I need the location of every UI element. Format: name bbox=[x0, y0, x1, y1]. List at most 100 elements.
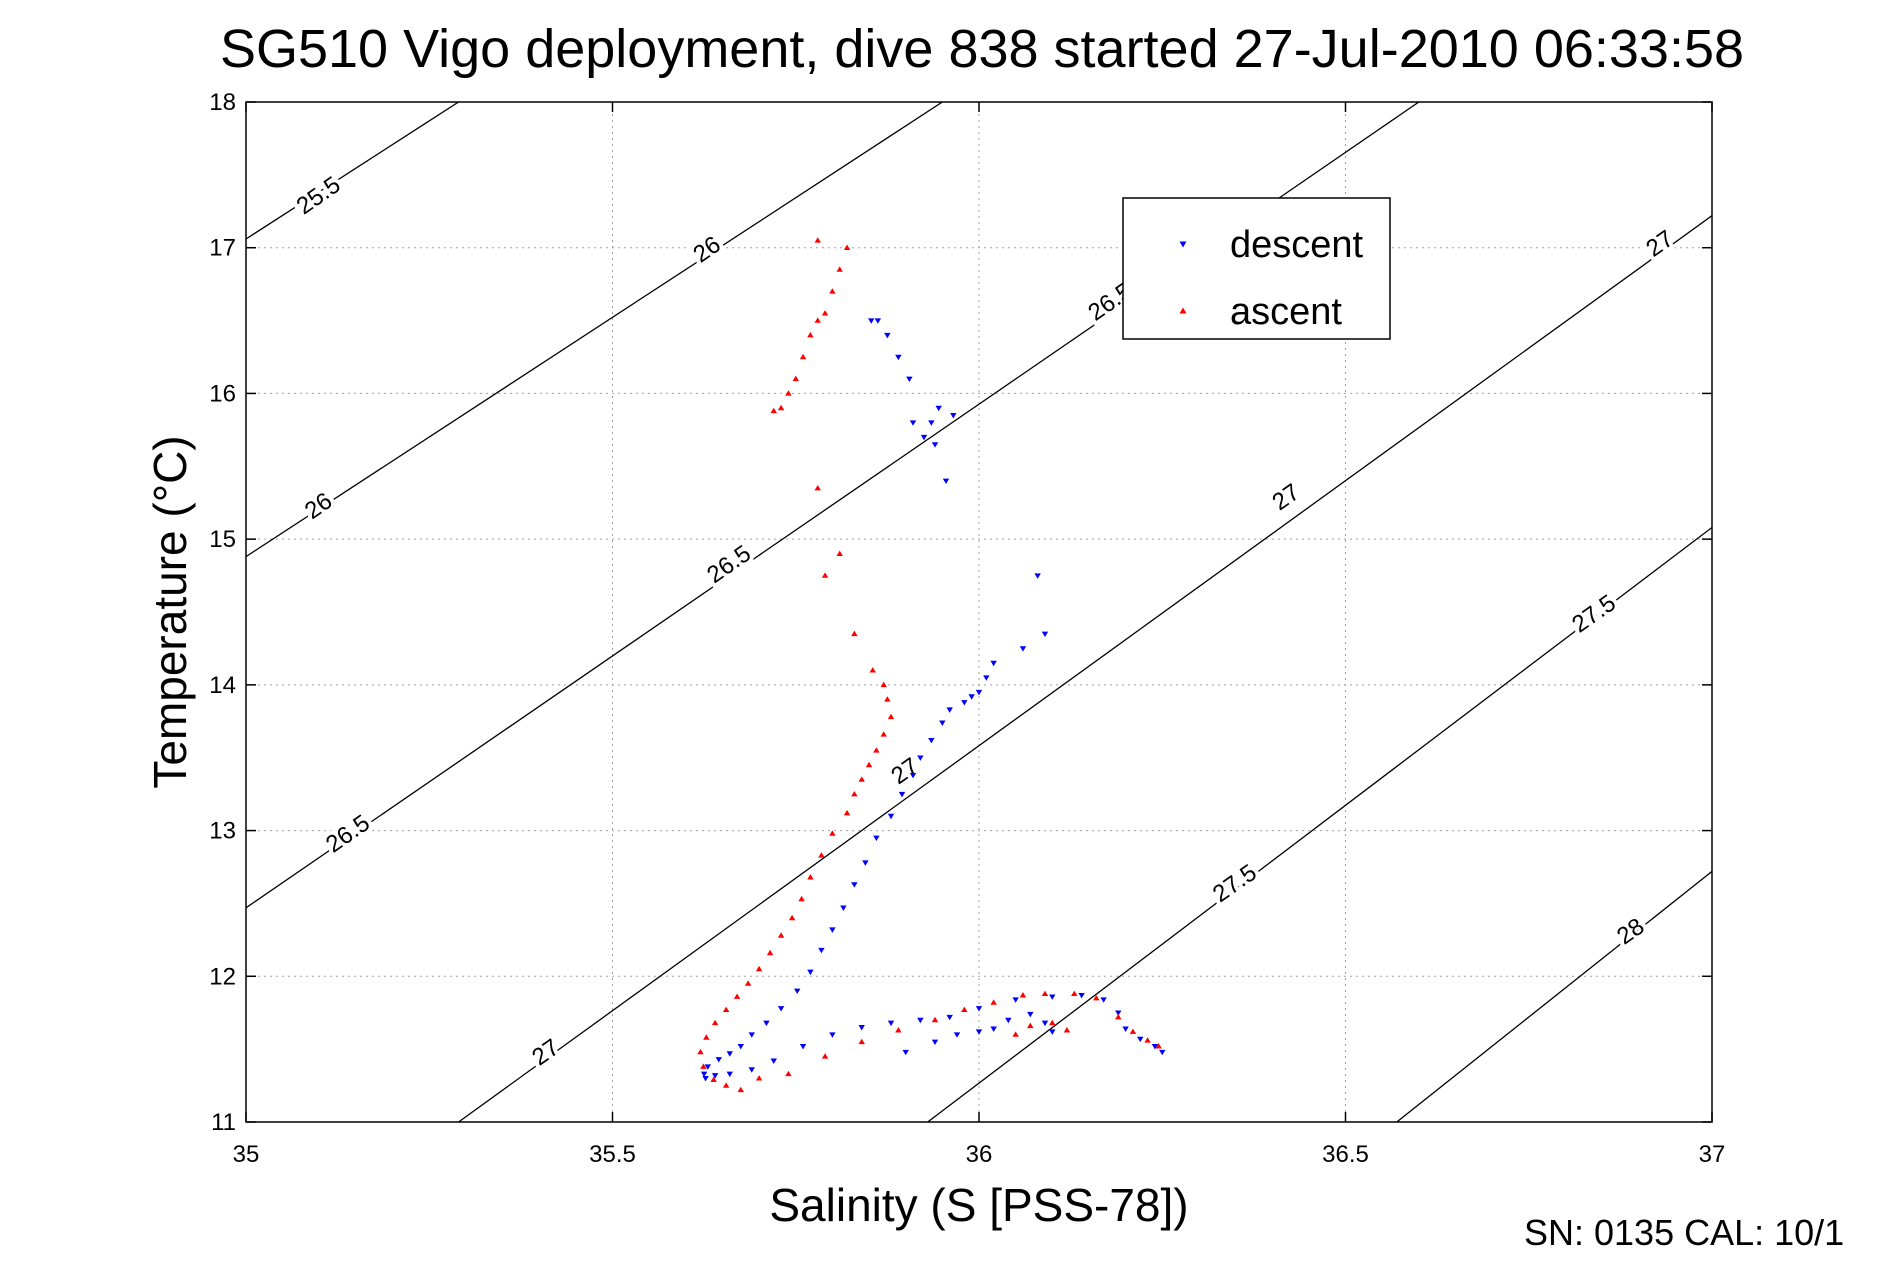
descent-point bbox=[898, 791, 906, 798]
ascent-point bbox=[829, 830, 836, 836]
ascent-point bbox=[1027, 1022, 1034, 1029]
ascent-point bbox=[711, 1019, 719, 1026]
ascent-point bbox=[798, 895, 805, 902]
ascent-point bbox=[755, 1075, 763, 1081]
ascent-point bbox=[821, 572, 829, 578]
descent-point bbox=[920, 434, 928, 441]
contour-line-27-5-4 bbox=[927, 526, 1712, 1122]
ascent-point bbox=[821, 310, 829, 316]
descent-point bbox=[704, 1064, 711, 1070]
descent-point bbox=[1049, 994, 1056, 1000]
descent-point bbox=[1012, 997, 1019, 1003]
ascent-point bbox=[737, 1086, 744, 1093]
x-tick-label-2: 36 bbox=[966, 1141, 993, 1168]
ascent-point bbox=[858, 776, 865, 782]
descent-point bbox=[975, 1029, 983, 1035]
descent-point bbox=[909, 420, 917, 426]
descent-point bbox=[990, 1026, 997, 1032]
descent-point bbox=[700, 1071, 708, 1078]
x-tick-label-0: 35 bbox=[233, 1141, 260, 1168]
ascent-point bbox=[799, 353, 807, 360]
ascent-point bbox=[880, 731, 887, 737]
descent-point bbox=[873, 835, 880, 842]
y-tick-label-7: 18 bbox=[209, 89, 236, 116]
axis-ticks: 35 35.5 36 36.5 37 11 12 13 14 15 16 17 18 bbox=[209, 89, 1725, 1168]
descent-point bbox=[737, 1043, 744, 1050]
ascent-point bbox=[744, 980, 752, 986]
ascent-point bbox=[785, 1070, 792, 1077]
descent-point bbox=[917, 755, 924, 761]
ascent-point bbox=[836, 266, 843, 272]
ascent-point bbox=[1012, 1031, 1019, 1037]
ascent-point bbox=[770, 407, 777, 414]
descent-point bbox=[715, 1057, 722, 1063]
ascent-point bbox=[1129, 1028, 1137, 1034]
y-tick-label-3: 14 bbox=[209, 672, 236, 699]
serial-calibration-note: SN: 0135 CAL: 10/1 bbox=[1524, 1212, 1845, 1253]
ascent-point bbox=[733, 993, 741, 999]
series-descent bbox=[700, 318, 1166, 1082]
ascent-point bbox=[1063, 1027, 1071, 1033]
descent-point bbox=[939, 720, 946, 726]
ascent-point bbox=[1144, 1037, 1151, 1043]
ascent-point bbox=[697, 1048, 704, 1055]
descent-point bbox=[895, 354, 902, 361]
descent-point bbox=[1078, 992, 1085, 999]
ascent-point bbox=[814, 317, 821, 323]
descent-point bbox=[1159, 1049, 1166, 1056]
y-tick-label-2: 13 bbox=[209, 818, 236, 845]
descent-point bbox=[748, 1067, 755, 1073]
ascent-point bbox=[777, 404, 785, 411]
ascent-point bbox=[807, 874, 814, 880]
y-tick-label-6: 17 bbox=[209, 235, 236, 262]
ascent-point bbox=[873, 747, 880, 753]
y-tick-label-1: 12 bbox=[209, 963, 236, 990]
ascent-point bbox=[869, 667, 876, 673]
ascent-point bbox=[851, 790, 858, 797]
ascent-point bbox=[766, 949, 774, 956]
descent-point bbox=[818, 947, 825, 954]
contour-line-27-3 bbox=[458, 215, 1712, 1122]
series-ascent bbox=[697, 237, 1162, 1093]
ascent-point bbox=[865, 761, 873, 768]
descent-point bbox=[851, 882, 858, 888]
descent-point bbox=[840, 905, 847, 911]
descent-point bbox=[906, 376, 913, 383]
descent-point bbox=[829, 927, 836, 933]
x-tick-label-4: 37 bbox=[1699, 1141, 1726, 1168]
ascent-point bbox=[931, 1016, 939, 1023]
descent-point bbox=[726, 1051, 733, 1057]
data-points bbox=[697, 237, 1166, 1093]
descent-point bbox=[794, 988, 801, 995]
descent-point bbox=[829, 1032, 836, 1038]
descent-point bbox=[928, 420, 935, 426]
descent-point bbox=[917, 1017, 924, 1024]
ascent-point bbox=[821, 1053, 829, 1059]
ascent-point bbox=[829, 288, 836, 294]
y-tick-label-0: 11 bbox=[211, 1109, 236, 1136]
ascent-point bbox=[710, 1076, 717, 1082]
descent-point bbox=[868, 318, 875, 324]
ascent-point bbox=[1093, 994, 1100, 1001]
ascent-point bbox=[887, 713, 895, 720]
contour-line-26-1 bbox=[246, 102, 943, 558]
descent-point bbox=[1041, 631, 1049, 638]
descent-point bbox=[858, 1025, 865, 1031]
ascent-point bbox=[722, 1006, 730, 1013]
descent-point bbox=[909, 772, 917, 779]
ascent-point bbox=[818, 852, 825, 858]
descent-point bbox=[1137, 1036, 1144, 1043]
ascent-point bbox=[777, 932, 785, 938]
ascent-point bbox=[788, 914, 796, 921]
descent-point bbox=[1027, 1011, 1034, 1018]
legend-marker-descent bbox=[1179, 241, 1187, 248]
descent-point bbox=[711, 1073, 719, 1079]
ascent-point bbox=[722, 1082, 730, 1088]
descent-point bbox=[799, 1043, 807, 1050]
ascent-point bbox=[961, 1006, 968, 1013]
descent-point bbox=[946, 707, 953, 713]
ascent-point bbox=[836, 550, 843, 556]
descent-point bbox=[884, 332, 891, 339]
y-tick-label-4: 15 bbox=[209, 526, 236, 553]
